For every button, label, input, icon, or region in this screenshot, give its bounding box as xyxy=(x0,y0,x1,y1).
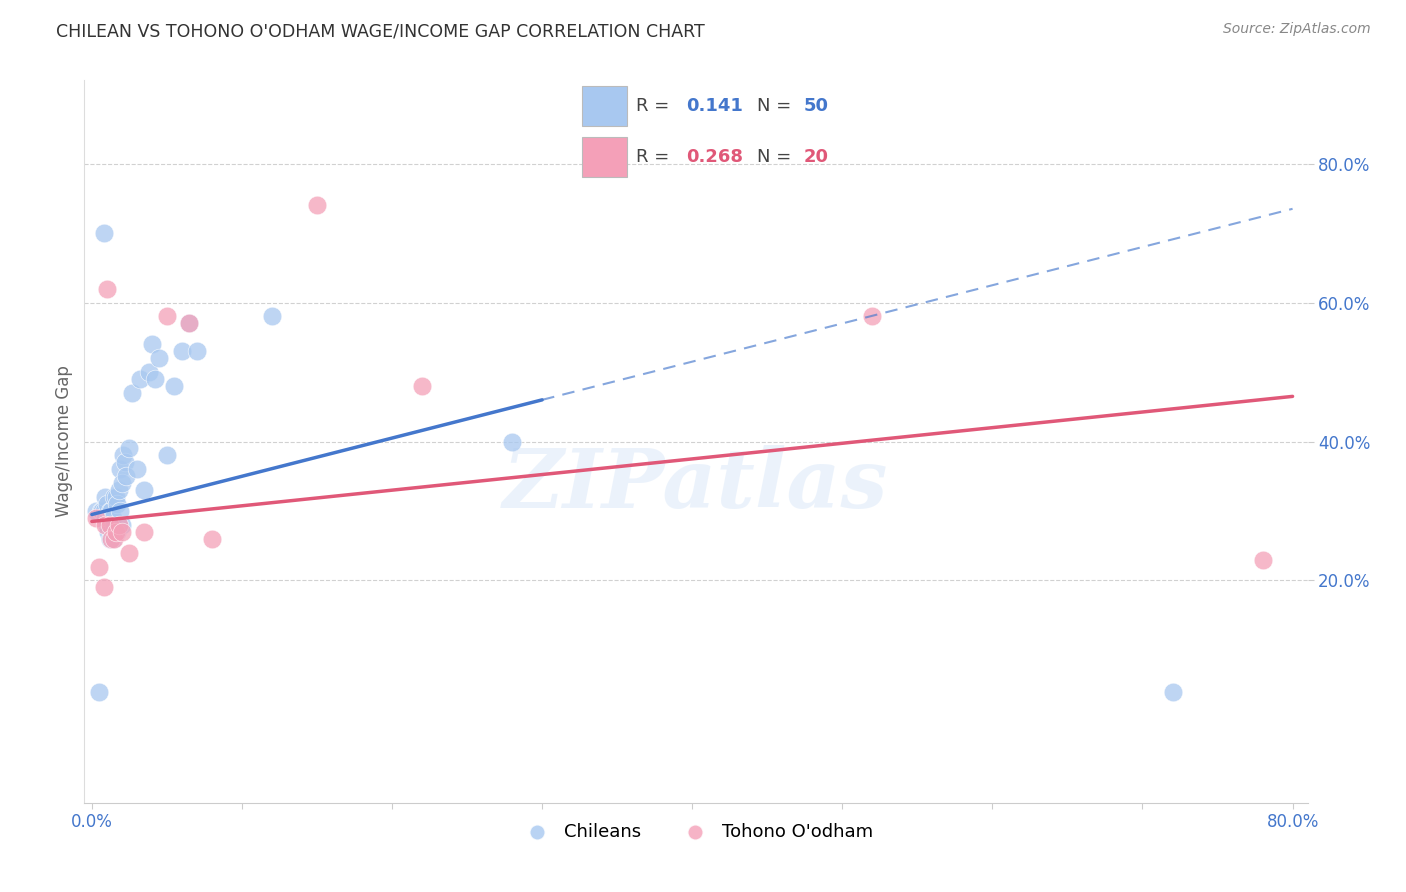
Text: 50: 50 xyxy=(804,97,828,115)
Point xyxy=(104,524,127,539)
Point xyxy=(163,379,186,393)
Point xyxy=(98,517,121,532)
Point xyxy=(86,511,108,525)
FancyBboxPatch shape xyxy=(582,86,627,126)
Point xyxy=(100,532,122,546)
Point xyxy=(101,511,124,525)
Point xyxy=(128,372,150,386)
Point xyxy=(501,434,523,449)
Point xyxy=(103,490,125,504)
Text: CHILEAN VS TOHONO O'ODHAM WAGE/INCOME GAP CORRELATION CHART: CHILEAN VS TOHONO O'ODHAM WAGE/INCOME GA… xyxy=(56,22,704,40)
Point xyxy=(156,310,179,324)
Point xyxy=(89,559,111,574)
Point xyxy=(118,546,141,560)
Point xyxy=(94,517,117,532)
Text: ZIPatlas: ZIPatlas xyxy=(503,445,889,524)
Point xyxy=(96,517,118,532)
Point xyxy=(860,310,883,324)
Point xyxy=(148,351,170,366)
Text: N =: N = xyxy=(756,148,797,166)
Point xyxy=(108,483,131,498)
Point xyxy=(125,462,148,476)
Point xyxy=(108,517,131,532)
Point xyxy=(111,524,134,539)
Point xyxy=(90,504,112,518)
Text: 0.141: 0.141 xyxy=(686,97,742,115)
Point xyxy=(96,282,118,296)
Point xyxy=(100,504,122,518)
Point xyxy=(179,317,201,331)
Point xyxy=(98,532,121,546)
Y-axis label: Wage/Income Gap: Wage/Income Gap xyxy=(55,366,73,517)
Point xyxy=(118,442,141,456)
Point xyxy=(186,344,208,359)
Point xyxy=(104,490,127,504)
Point xyxy=(97,524,120,539)
Point xyxy=(93,504,115,518)
Point xyxy=(105,524,128,539)
FancyBboxPatch shape xyxy=(582,137,627,178)
Text: 20: 20 xyxy=(804,148,828,166)
Point xyxy=(134,524,156,539)
Point xyxy=(86,504,108,518)
Point xyxy=(101,532,124,546)
Point xyxy=(156,449,179,463)
Point xyxy=(305,198,328,212)
Point xyxy=(89,684,111,698)
Point xyxy=(104,524,127,539)
Point xyxy=(179,317,201,331)
Point xyxy=(111,517,134,532)
Point xyxy=(110,462,132,476)
Legend: Chileans, Tohono O'odham: Chileans, Tohono O'odham xyxy=(512,815,880,848)
Point xyxy=(1251,552,1274,566)
Text: R =: R = xyxy=(636,148,675,166)
Point xyxy=(110,504,132,518)
Point xyxy=(94,490,117,504)
Point xyxy=(91,504,114,518)
Point xyxy=(100,524,122,539)
Point xyxy=(134,483,156,498)
Text: N =: N = xyxy=(756,97,797,115)
Point xyxy=(98,504,121,518)
Point xyxy=(103,532,125,546)
Point xyxy=(260,310,283,324)
Point xyxy=(108,517,131,532)
Point xyxy=(170,344,193,359)
Point xyxy=(112,449,135,463)
Text: 0.268: 0.268 xyxy=(686,148,742,166)
Point xyxy=(141,337,163,351)
Point xyxy=(114,455,136,469)
Point xyxy=(121,385,143,400)
Point xyxy=(96,497,118,511)
Point xyxy=(105,497,128,511)
Point xyxy=(138,365,160,379)
Point xyxy=(93,226,115,240)
Point xyxy=(143,372,166,386)
Point xyxy=(93,581,115,595)
Point xyxy=(1161,684,1184,698)
Text: Source: ZipAtlas.com: Source: ZipAtlas.com xyxy=(1223,22,1371,37)
Text: R =: R = xyxy=(636,97,675,115)
Point xyxy=(111,476,134,491)
Point xyxy=(115,469,138,483)
Point xyxy=(201,532,224,546)
Point xyxy=(103,517,125,532)
Point xyxy=(411,379,433,393)
Point xyxy=(97,511,120,525)
Point xyxy=(94,511,117,525)
